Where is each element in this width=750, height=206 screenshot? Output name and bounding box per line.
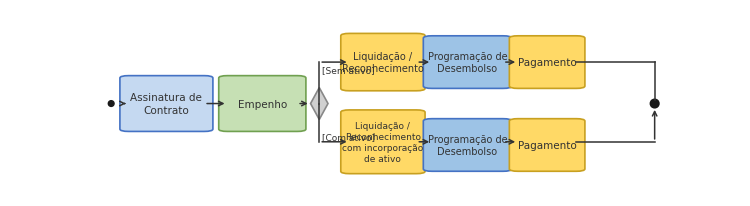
Text: Pagamento: Pagamento xyxy=(518,58,577,68)
Text: Programação de
Desembolso: Programação de Desembolso xyxy=(427,52,507,74)
FancyBboxPatch shape xyxy=(423,119,512,171)
Text: Empenho: Empenho xyxy=(238,99,287,109)
FancyBboxPatch shape xyxy=(340,110,425,174)
Ellipse shape xyxy=(108,101,114,107)
Text: Programação de
Desembolso: Programação de Desembolso xyxy=(427,134,507,156)
Text: Liquidação /
Reconhecimento
com incorporação
de ativo: Liquidação / Reconhecimento com incorpor… xyxy=(342,121,424,163)
FancyBboxPatch shape xyxy=(219,76,306,132)
FancyBboxPatch shape xyxy=(423,37,512,89)
Text: Pagamento: Pagamento xyxy=(518,140,577,150)
FancyBboxPatch shape xyxy=(340,34,425,91)
FancyBboxPatch shape xyxy=(120,76,213,132)
Ellipse shape xyxy=(652,102,657,106)
Polygon shape xyxy=(310,88,328,120)
Text: Liquidação /
Reconhecimento: Liquidação / Reconhecimento xyxy=(342,52,424,74)
Text: Assinatura de
Contrato: Assinatura de Contrato xyxy=(130,93,203,115)
Ellipse shape xyxy=(651,101,658,108)
Text: [Sem ativo]: [Sem ativo] xyxy=(322,66,375,75)
FancyBboxPatch shape xyxy=(509,119,585,171)
FancyBboxPatch shape xyxy=(509,37,585,89)
Text: [Com ativo]: [Com ativo] xyxy=(322,133,375,142)
